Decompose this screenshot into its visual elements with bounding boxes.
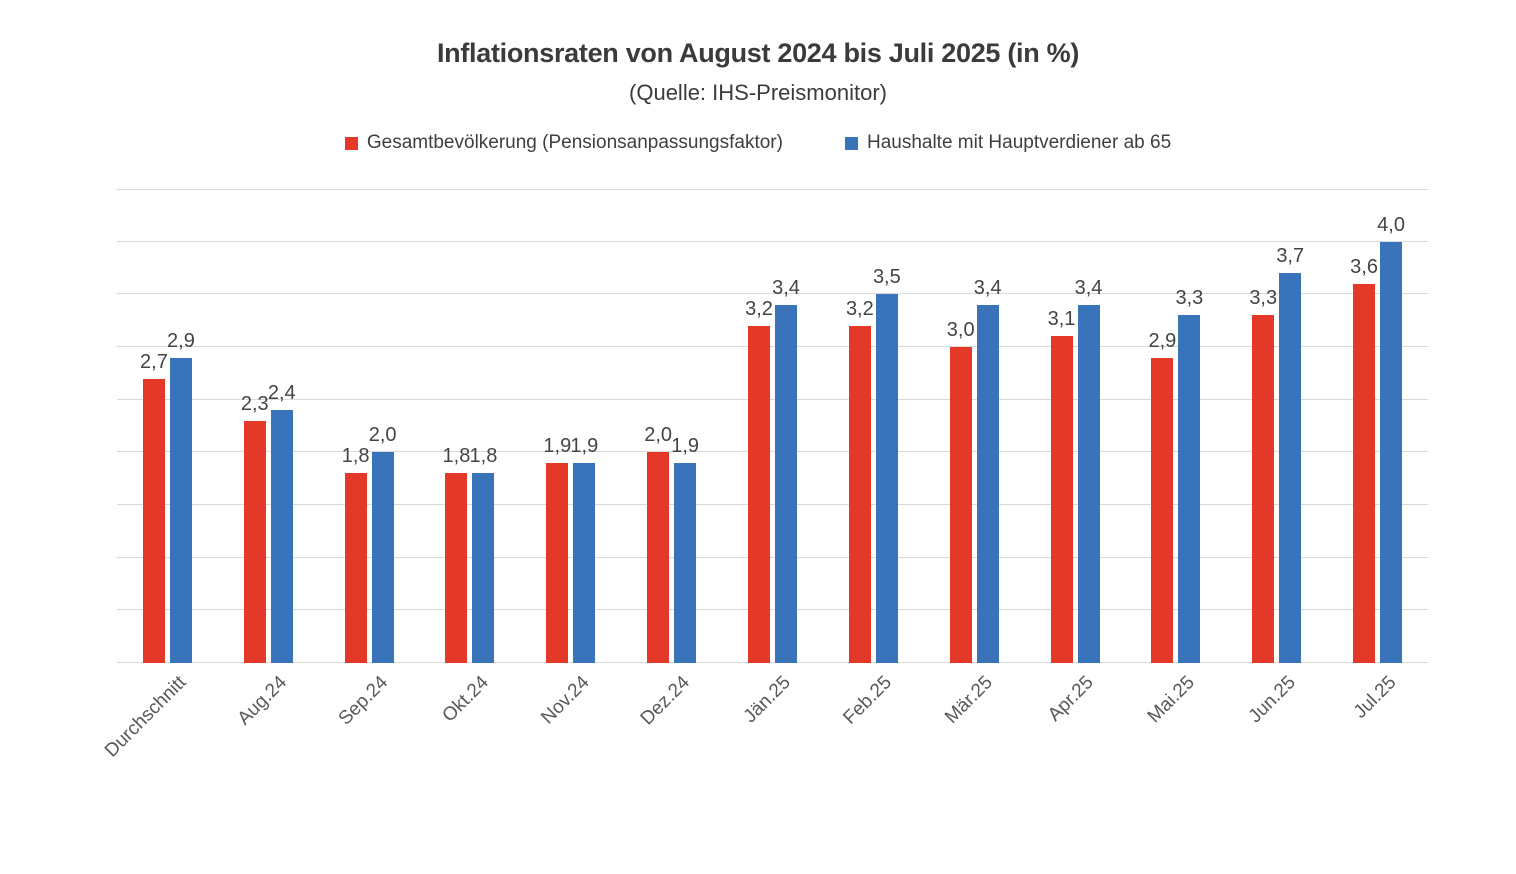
data-label: 1,9 <box>570 434 599 457</box>
data-label: 1,9 <box>671 434 700 457</box>
bar-haushalte-ab-65 <box>674 462 697 663</box>
data-label: 3,0 <box>946 319 975 341</box>
legend-swatch-red-icon <box>344 136 358 150</box>
bar-gesamtbevoelkerung <box>344 473 367 663</box>
bar-gesamtbevoelkerung <box>647 452 670 663</box>
bar-gesamtbevoelkerung <box>1151 357 1174 663</box>
data-label: 3,4 <box>973 276 1002 299</box>
bar-gesamtbevoelkerung <box>243 420 266 663</box>
bar-gesamtbevoelkerung <box>1353 283 1376 663</box>
gridline <box>117 346 1428 347</box>
gridline <box>117 189 1428 190</box>
x-axis-label: Okt.24 <box>438 672 493 727</box>
data-label: 1,9 <box>543 434 572 457</box>
legend-label: Haushalte mit Hauptverdiener ab 65 <box>866 132 1172 153</box>
x-axis-label: Jän.25 <box>740 672 796 728</box>
x-axis-label: Aug.24 <box>233 672 292 730</box>
data-label: 3,5 <box>872 266 901 289</box>
bar-haushalte-ab-65 <box>1380 241 1403 663</box>
legend: Gesamtbevölkerung (Pensionsanpassungsfak… <box>0 132 1516 154</box>
data-label: 2,3 <box>240 392 269 415</box>
x-axis-label: Mär.25 <box>941 672 998 728</box>
gridline <box>117 662 1428 663</box>
data-label: 1,8 <box>469 445 498 468</box>
data-label: 2,0 <box>644 424 673 447</box>
data-label: 1,8 <box>341 445 370 468</box>
bar-haushalte-ab-65 <box>1279 273 1302 663</box>
x-axis-label: Durchschnitt <box>100 672 191 762</box>
bar-haushalte-ab-65 <box>573 462 596 663</box>
legend-label: Gesamtbevölkerung (Pensionsanpassungsfak… <box>366 132 783 153</box>
x-axis-label: Feb.25 <box>839 672 897 729</box>
bar-haushalte-ab-65 <box>775 304 797 663</box>
legend-item-haushalte-ab-65: Haushalte mit Hauptverdiener ab 65 <box>844 132 1172 154</box>
data-label: 2,7 <box>140 350 168 373</box>
bar-haushalte-ab-65 <box>472 473 495 663</box>
gridline <box>117 240 1428 242</box>
chart-title: Inflationsraten von August 2024 bis Juli… <box>436 38 1080 68</box>
legend-item-gesamtbevoelkerung: Gesamtbevölkerung (Pensionsanpassungsfak… <box>344 132 783 154</box>
bar-gesamtbevoelkerung <box>142 378 165 663</box>
bar-haushalte-ab-65 <box>875 294 898 663</box>
data-label: 2,9 <box>1148 329 1177 352</box>
legend-swatch-blue-icon <box>844 136 858 150</box>
data-label: 3,4 <box>1074 276 1103 299</box>
data-label: 3,1 <box>1047 308 1076 331</box>
data-label: 2,0 <box>368 424 397 447</box>
gridline <box>117 451 1428 453</box>
data-label: 3,6 <box>1350 255 1378 278</box>
bar-haushalte-ab-65 <box>976 304 999 663</box>
data-label: 3,2 <box>745 297 773 320</box>
bar-haushalte-ab-65 <box>1077 304 1100 663</box>
data-label: 3,7 <box>1276 245 1305 268</box>
bar-gesamtbevoelkerung <box>546 462 569 663</box>
x-axis-label: Jul.25 <box>1349 672 1401 723</box>
bar-haushalte-ab-65 <box>169 357 192 663</box>
data-label: 3,2 <box>845 297 874 320</box>
bar-haushalte-ab-65 <box>371 452 394 663</box>
data-label: 3,3 <box>1249 287 1278 310</box>
gridline <box>117 293 1428 295</box>
bar-gesamtbevoelkerung <box>748 325 770 663</box>
bar-haushalte-ab-65 <box>270 410 293 663</box>
gridline <box>117 398 1428 400</box>
data-label: 2,4 <box>267 382 296 405</box>
bar-gesamtbevoelkerung <box>1050 336 1073 663</box>
x-axis-label: Mai.25 <box>1143 672 1199 728</box>
gridline <box>117 609 1428 611</box>
x-axis-label: Apr.25 <box>1044 672 1098 726</box>
gridline <box>117 504 1428 505</box>
plot-area: 2,7 2,9 2,3 2,4 1,8 2,0 1,8 1,8 1,9 1,9 2,0 1,9 3,2 3… <box>117 189 1428 663</box>
data-label: 1,8 <box>442 445 471 468</box>
bar-gesamtbevoelkerung <box>445 473 468 663</box>
gridline <box>117 556 1428 558</box>
data-label: 3,3 <box>1175 287 1204 310</box>
data-label: 3,4 <box>772 276 800 299</box>
bar-gesamtbevoelkerung <box>1252 315 1275 663</box>
x-axis-label: Sep.24 <box>334 672 392 730</box>
x-axis-label: Jun.25 <box>1244 672 1300 728</box>
chart-subtitle: (Quelle: IHS-Preismonitor) <box>629 80 887 105</box>
bar-haushalte-ab-65 <box>1178 315 1201 663</box>
x-axis-label: Nov.24 <box>537 672 594 729</box>
bar-gesamtbevoelkerung <box>848 325 871 663</box>
bar-gesamtbevoelkerung <box>949 347 972 663</box>
x-axis-label: Dez.24 <box>637 672 695 730</box>
data-label: 4,0 <box>1377 213 1405 236</box>
data-label: 2,9 <box>167 329 195 352</box>
